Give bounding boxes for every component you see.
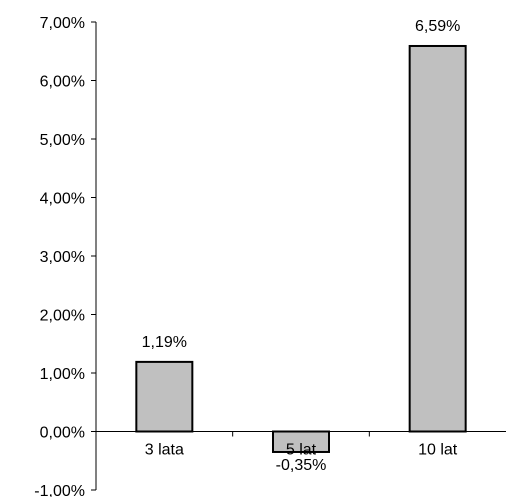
data-labels: 1,19% -0,35% 6,59% — [142, 18, 461, 474]
y-tick-label: 6,00% — [40, 74, 85, 91]
y-tick-label: 5,00% — [40, 132, 85, 149]
x-axis: 3 lata 5 lat 10 lat — [96, 431, 506, 459]
y-tick-label: 1,00% — [40, 366, 85, 383]
bars — [135, 44, 467, 453]
bar-1 — [135, 360, 194, 433]
category-label: 5 lat — [286, 442, 317, 459]
category-label: 3 lata — [145, 442, 184, 459]
data-label: -0,35% — [276, 457, 327, 474]
y-tick-label: 4,00% — [40, 191, 85, 208]
y-tick-label: 3,00% — [40, 249, 85, 266]
y-tick-label: -1,00% — [34, 483, 85, 497]
bar-3 — [408, 44, 467, 433]
y-tick-label: 7,00% — [40, 15, 85, 32]
category-label: 10 lat — [418, 442, 458, 459]
y-tick-label: 0,00% — [40, 425, 85, 442]
data-label: 1,19% — [142, 334, 187, 351]
y-tick-label: 2,00% — [40, 308, 85, 325]
y-axis: -1,00% 0,00% 1,00% 2,00% 3,00% 4,00% 5,00% 6,00… — [34, 15, 97, 497]
data-label: 6,59% — [415, 18, 460, 35]
